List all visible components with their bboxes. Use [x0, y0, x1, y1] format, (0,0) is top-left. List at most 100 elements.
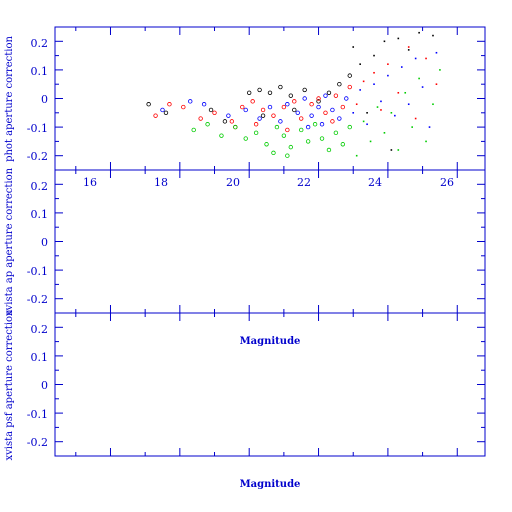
tick-marks [55, 26, 485, 457]
data-point [257, 87, 262, 93]
p1-xtick-label: 18 [154, 176, 168, 189]
data-point [439, 69, 441, 71]
p2-ytick-label: -0.2 [27, 293, 48, 306]
data-point [407, 46, 410, 48]
panel-1-x-tick-labels: 16 18 20 22 24 26 [83, 176, 454, 189]
data-point [435, 83, 438, 85]
data-point [347, 84, 352, 90]
data-point [167, 102, 172, 107]
data-point [330, 119, 335, 124]
data-point [278, 119, 283, 124]
data-point [380, 109, 382, 111]
p1-xtick-label: 26 [440, 176, 454, 189]
data-point [376, 106, 379, 108]
data-point [233, 124, 238, 130]
data-point [302, 87, 307, 93]
data-point [411, 126, 413, 128]
data-point [425, 140, 427, 143]
data-point [316, 99, 321, 104]
data-point [394, 114, 396, 117]
data-point [260, 107, 266, 113]
data-point [288, 93, 294, 98]
panel-3-y-tick-labels: 0.2 0.1 0 -0.1 -0.2 [27, 323, 48, 449]
data-point [355, 103, 358, 106]
data-point [271, 150, 276, 156]
data-point [312, 122, 318, 127]
data-point [316, 96, 321, 101]
data-point [229, 119, 235, 124]
data-point [352, 112, 355, 114]
panel-3-y-axis-label: xvista psf aperture correction [4, 309, 15, 461]
p2-ytick-label: 0.1 [31, 208, 49, 221]
data-point [305, 139, 311, 144]
data-point [267, 90, 273, 95]
data-point [243, 107, 248, 113]
data-point [246, 90, 252, 95]
data-point [373, 71, 375, 74]
data-point [267, 104, 273, 110]
data-point [253, 130, 259, 136]
data-point [418, 31, 420, 34]
p1-ytick-label: 0.1 [31, 65, 49, 78]
data-point [330, 107, 335, 113]
data-point [383, 132, 386, 134]
data-point [319, 136, 325, 141]
data-point [337, 81, 342, 87]
p1-xtick-label: 24 [368, 176, 382, 189]
p1-ytick-label: -0.1 [27, 122, 48, 135]
scatter-points [146, 31, 441, 158]
panel-2-y-axis-label: xvista ap aperture correction [4, 167, 15, 316]
data-point [421, 86, 424, 88]
data-point [407, 103, 410, 106]
data-point [146, 102, 151, 107]
p2-ytick-label: 0.2 [31, 180, 49, 193]
data-point [295, 110, 300, 115]
data-point [369, 140, 372, 143]
data-point [323, 93, 328, 98]
data-point [362, 120, 365, 123]
data-point [340, 104, 346, 110]
data-point [432, 34, 434, 37]
data-point [260, 113, 266, 118]
data-point [326, 90, 332, 95]
panel-1-frame [54, 26, 486, 171]
data-point [425, 57, 427, 60]
p3-ytick-label: 0 [41, 379, 48, 392]
panel-3-x-axis-label: Magnitude [240, 479, 301, 490]
data-point [299, 127, 304, 133]
data-point [288, 144, 294, 150]
data-point [362, 80, 365, 83]
data-point [344, 96, 349, 101]
data-point [333, 93, 339, 98]
p1-xtick-label: 20 [226, 176, 240, 189]
panel-3-frame [54, 312, 486, 457]
data-point [188, 99, 193, 104]
data-point [243, 136, 248, 141]
data-point [407, 49, 410, 51]
data-point [201, 102, 207, 107]
panel-1-y-tick-labels: 0.2 0.1 0 -0.1 -0.2 [27, 37, 48, 163]
data-point [414, 57, 417, 60]
panel-2-y-tick-labels: 0.2 0.1 0 -0.1 -0.2 [27, 180, 48, 306]
data-point [250, 99, 255, 104]
p1-xtick-label: 16 [83, 176, 97, 189]
data-point [404, 91, 407, 94]
data-point [309, 102, 314, 107]
data-point [212, 110, 217, 115]
data-point [397, 149, 400, 151]
data-point [355, 154, 358, 157]
data-point [373, 54, 375, 57]
data-point [219, 133, 224, 138]
data-point [205, 122, 210, 127]
data-point [373, 83, 375, 85]
data-point [160, 107, 165, 113]
data-point [208, 107, 214, 113]
data-point [240, 104, 245, 110]
data-point [414, 117, 417, 120]
data-point [333, 130, 339, 136]
data-point [435, 51, 438, 54]
data-point [299, 116, 304, 121]
data-point [390, 149, 393, 151]
p1-xtick-label: 22 [297, 176, 311, 189]
